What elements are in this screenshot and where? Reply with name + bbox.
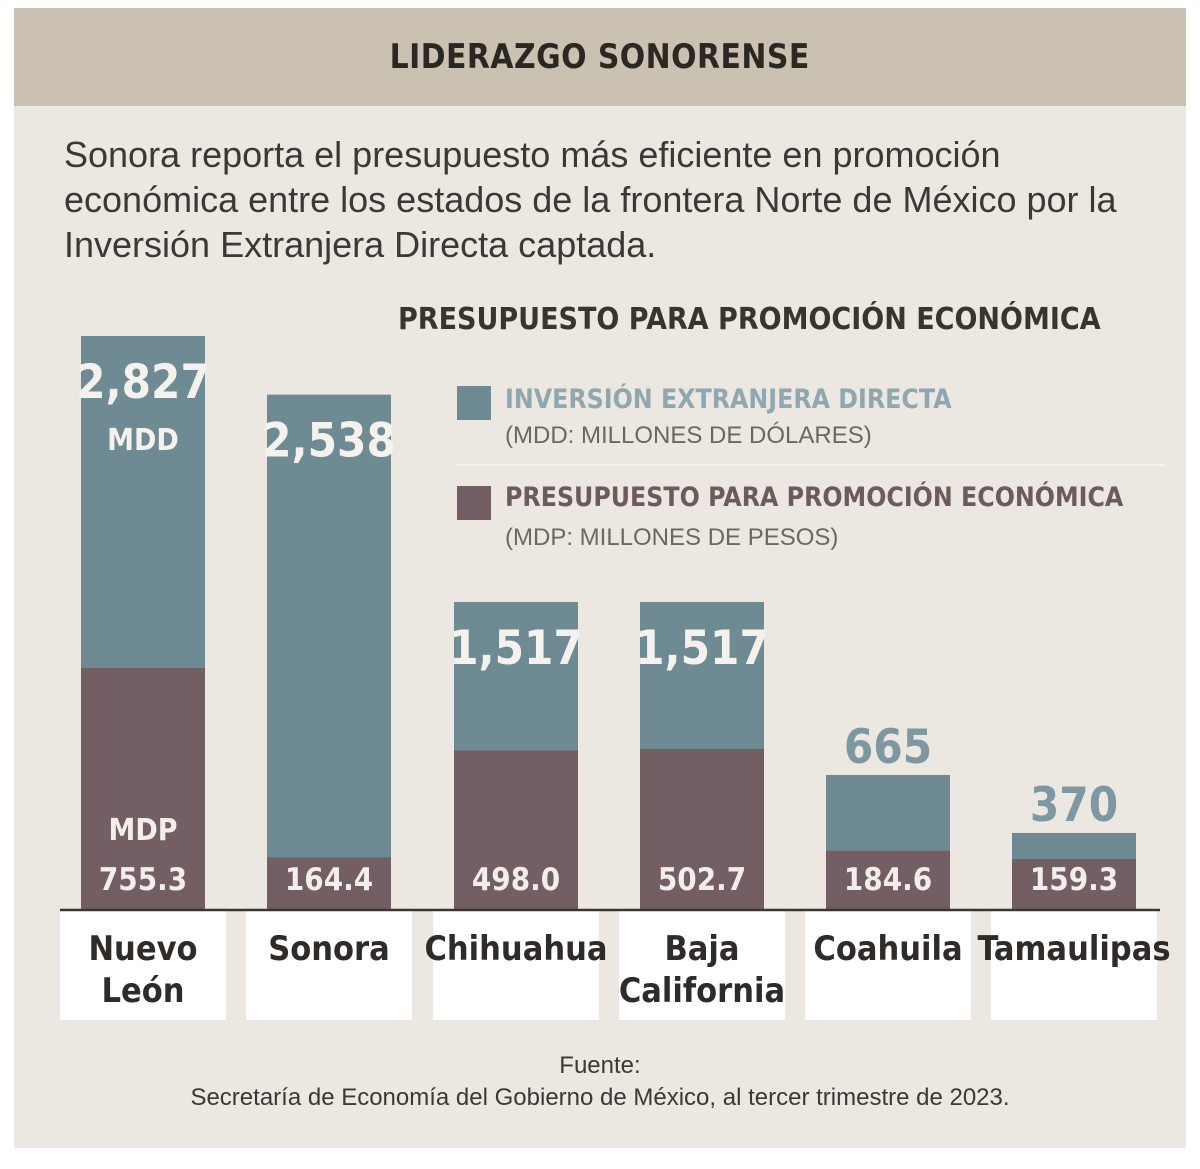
data-label-ied: 2,538 — [262, 414, 396, 469]
bar-budget — [267, 857, 391, 910]
legend-sub-ied: (MDD: MILLONES DE DÓLARES) — [505, 422, 872, 449]
x-tick-label: León — [101, 971, 184, 1011]
bar-budget — [826, 850, 950, 910]
legend-swatch-ied — [457, 386, 491, 420]
data-label-ied: 1,517 — [449, 621, 583, 676]
x-tick-label: Sonora — [268, 929, 390, 969]
unit-label-mdp: MDP — [108, 813, 177, 848]
x-tick-label: Baja — [664, 929, 739, 969]
intro-text: Sonora reporta el presupuesto más eficie… — [64, 134, 1117, 265]
data-label-budget: 164.4 — [285, 862, 373, 898]
category-cell — [991, 910, 1157, 1020]
unit-label-mdd: MDD — [107, 423, 179, 458]
chart-title: PRESUPUESTO PARA PROMOCIÓN ECONÓMICA — [398, 302, 1101, 337]
x-tick-label: Nuevo — [88, 929, 197, 969]
legend-divider — [457, 464, 1165, 466]
header-bar: LIDERAZGO SONORENSE — [14, 8, 1186, 106]
legend-swatch-budget — [457, 486, 491, 520]
category-cell — [619, 910, 785, 1020]
bar-budget — [1012, 858, 1136, 910]
data-label-ied: 1,517 — [635, 621, 769, 676]
source-text: Secretaría de Economía del Gobierno de M… — [190, 1084, 1010, 1111]
source-label: Fuente: — [559, 1052, 641, 1079]
data-label-budget: 502.7 — [658, 862, 746, 898]
category-cell — [805, 910, 971, 1020]
data-label-ied: 665 — [844, 720, 932, 775]
data-label-budget: 184.6 — [844, 862, 932, 898]
header-title: LIDERAZGO SONORENSE — [389, 37, 811, 77]
bar-budget — [454, 750, 578, 910]
bar-budget — [81, 668, 205, 910]
x-tick-label: California — [619, 971, 785, 1011]
bar-budget — [640, 748, 764, 910]
x-tick-label: Tamaulipas — [977, 929, 1170, 969]
data-label-ied: 370 — [1030, 778, 1118, 833]
legend-label-ied: INVERSIÓN EXTRANJERA DIRECTA — [505, 384, 952, 415]
x-tick-label: Coahuila — [813, 929, 962, 969]
data-label-budget: 755.3 — [99, 862, 187, 898]
category-cell — [60, 910, 226, 1020]
category-cell — [433, 910, 599, 1020]
legend-label-budget: PRESUPUESTO PARA PROMOCIÓN ECONÓMICA — [505, 482, 1124, 513]
data-label-budget: 498.0 — [472, 862, 560, 898]
data-label-budget: 159.3 — [1030, 862, 1118, 898]
infographic-panel: LIDERAZGO SONORENSE Sonora reporta el pr… — [14, 8, 1186, 1148]
category-cell — [246, 910, 412, 1020]
x-tick-label: Chihuahua — [424, 929, 607, 969]
legend-sub-budget: (MDP: MILLONES DE PESOS) — [505, 524, 839, 551]
bar-ied — [267, 394, 391, 910]
data-label-ied: 2,827 — [76, 355, 210, 410]
